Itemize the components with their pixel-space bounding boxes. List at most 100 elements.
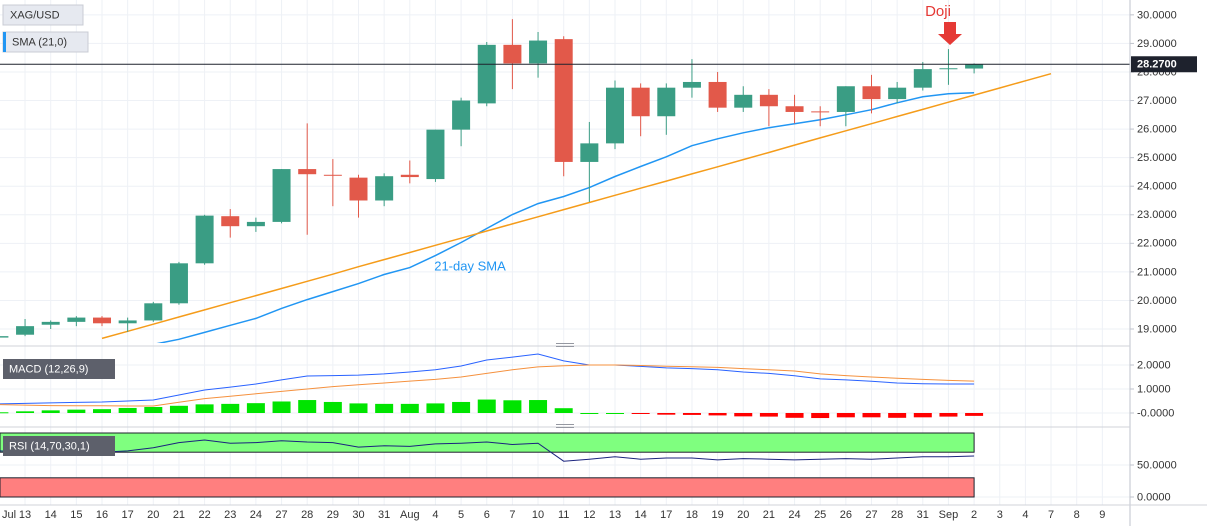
x-tick-label: 31: [378, 509, 390, 521]
x-tick-label: 14: [45, 509, 57, 521]
histogram-bar: [554, 408, 573, 413]
histogram-bar: [580, 413, 599, 414]
x-tick-label: 14: [635, 509, 647, 521]
x-tick-label: 12: [583, 509, 595, 521]
x-tick-label: 24: [788, 509, 800, 521]
histogram-bar: [298, 400, 317, 413]
y-tick-label: 2.0000: [1137, 359, 1171, 371]
rsi-line: [0, 439, 975, 462]
histogram-bar: [349, 403, 368, 413]
pane-handle: [556, 343, 574, 347]
candle-body: [682, 81, 701, 88]
histogram-bar: [913, 413, 932, 418]
x-tick-label: Aug: [400, 509, 420, 521]
rsi-band: [0, 477, 975, 498]
histogram-bar: [195, 404, 214, 413]
x-tick-label: 17: [122, 509, 134, 521]
candle-body: [16, 326, 35, 335]
histogram-bar: [682, 413, 701, 415]
histogram-bar: [811, 413, 830, 419]
last-price-label: 28.2700: [1137, 59, 1177, 71]
histogram-bar: [503, 400, 522, 413]
histogram-bar: [657, 413, 676, 415]
histogram-bar: [939, 413, 958, 417]
x-tick-label: 23: [224, 509, 236, 521]
rsi-band: [0, 432, 975, 453]
x-tick-label: 5: [458, 509, 464, 521]
histogram-bar: [631, 413, 650, 414]
x-tick-label: Sep: [939, 509, 959, 521]
legend-sma: SMA (21,0): [2, 31, 89, 53]
histogram-bar: [862, 413, 881, 418]
y-tick-label: 24.0000: [1137, 181, 1177, 193]
histogram-bar: [426, 403, 445, 413]
x-tick-label: 24: [250, 509, 262, 521]
histogram-bar: [400, 403, 419, 413]
histogram-bar: [606, 413, 624, 414]
candle-body: [965, 64, 984, 69]
x-tick-label: 11: [558, 509, 569, 521]
candle-body: [836, 86, 855, 112]
x-tick-label: 9: [1099, 509, 1105, 521]
x-tick-label: 29: [327, 509, 339, 521]
x-tick-label: 3: [997, 509, 1003, 521]
candle-body: [708, 81, 727, 108]
x-tick-label: 20: [737, 509, 749, 521]
histogram-bar: [41, 410, 60, 413]
x-tick-label: 26: [840, 509, 852, 521]
candle-body: [144, 303, 163, 321]
candle-body: [862, 86, 881, 100]
x-tick-label: 28: [891, 509, 903, 521]
histogram-bar: [323, 401, 342, 413]
x-tick-label: 10: [532, 509, 544, 521]
x-tick-label: 19: [711, 509, 723, 521]
histogram-bar: [529, 400, 548, 413]
candle-body: [529, 40, 548, 64]
histogram-bar: [734, 413, 753, 417]
macd-pane: [0, 353, 984, 419]
candle-body: [503, 44, 522, 64]
sma-line: [156, 92, 975, 343]
candle-body: [67, 317, 86, 322]
x-tick-label: 21: [763, 509, 775, 521]
y-tick-label: 0.0000: [1137, 491, 1171, 503]
x-tick-label: 7: [1048, 509, 1054, 521]
x-tick-label: 20: [147, 509, 159, 521]
x-tick-label: 16: [96, 509, 108, 521]
histogram-bar: [785, 413, 804, 418]
y-tick-label: 23.0000: [1137, 209, 1177, 221]
last-price-box: [1131, 56, 1197, 73]
histogram-bar: [246, 403, 265, 413]
candle-body: [169, 263, 188, 304]
rsi-title: RSI (14,70,30,1): [9, 440, 90, 452]
histogram-bar: [888, 413, 907, 418]
histogram-bar: [118, 407, 137, 413]
histogram-bar: [759, 413, 778, 417]
histogram-bar: [477, 399, 496, 413]
candle-body: [554, 39, 573, 162]
x-tick-label: 21: [173, 509, 185, 521]
x-tick-label: 13: [19, 509, 31, 521]
candle-body: [606, 87, 624, 144]
pane-handle: [556, 424, 574, 428]
candle-body: [298, 169, 317, 175]
candle-body: [400, 174, 419, 178]
annotation: Doji: [925, 3, 951, 20]
x-tick-label: 28: [301, 509, 313, 521]
x-tick-label: 13: [609, 509, 621, 521]
histogram-bar: [836, 413, 855, 418]
y-tick-label: -0.0000: [1137, 407, 1174, 419]
histogram-bar: [452, 401, 471, 413]
x-tick-label: 31: [917, 509, 929, 521]
histogram-bar: [965, 413, 984, 416]
histogram-bar: [375, 403, 394, 413]
candle-body: [811, 111, 830, 113]
grid-layer: [0, 0, 1130, 505]
macd-line: [0, 353, 975, 405]
x-tick-label: 6: [484, 509, 490, 521]
candle-body: [0, 336, 9, 338]
candle-body: [93, 317, 111, 324]
candle-body: [734, 94, 753, 108]
